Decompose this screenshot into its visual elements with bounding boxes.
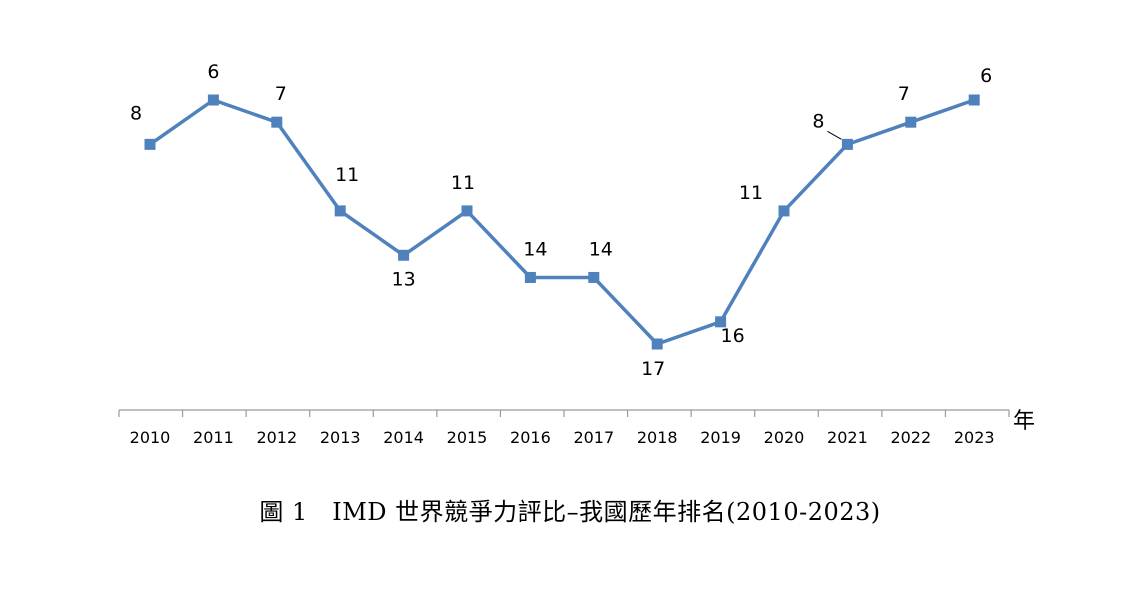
data-point-marker [968,94,980,106]
data-label: 11 [335,164,359,186]
data-label: 7 [898,83,910,105]
data-point-marker [334,205,346,217]
x-tick-label: 2016 [510,428,551,447]
data-point-marker [271,116,283,128]
series-line-group [148,98,975,346]
data-label: 11 [451,172,475,194]
data-label: 14 [523,238,547,260]
data-point-marker [715,316,727,328]
x-tick-label: 2017 [573,428,614,447]
data-point-marker [905,116,917,128]
data-label: 8 [812,110,824,132]
x-tick-label: 2012 [256,428,297,447]
x-tick-label: 2021 [827,428,868,447]
data-label: 11 [739,182,763,204]
figure-caption: 圖 1 IMD 世界競爭力評比–我國歷年排名(2010-2023) [259,498,881,526]
x-tick-label: 2011 [193,428,234,447]
chart-svg: 2010 2011 2012 2013 2014 2015 2016 2017 2018 2019… [118,61,1035,447]
x-axis: 2010 2011 2012 2013 2014 2015 2016 2017 2018 2019… [118,409,1010,447]
series-line [148,98,975,346]
x-tick-label: 2020 [764,428,805,447]
x-tick-label: 2019 [700,428,741,447]
x-tick-label: 2015 [447,428,488,447]
x-tick-label: 2018 [637,428,678,447]
data-label: 8 [130,102,142,124]
data-label-group: 8 6 7 11 13 11 14 14 17 16 11 8 7 6 [130,61,992,380]
data-point-marker [778,205,790,217]
data-label-leader-line [827,130,842,140]
line-chart: 2010 2011 2012 2013 2014 2015 2016 2017 2018 2019… [118,61,1035,447]
data-point-marker [588,271,600,283]
data-point-marker [651,338,663,350]
x-tick-label: 2014 [383,428,424,447]
data-point-marker [144,138,156,150]
x-axis-unit-label: 年 [1013,409,1035,434]
data-label: 6 [207,61,219,83]
data-point-marker [398,249,410,261]
data-point-marker [461,205,473,217]
data-point-marker [841,138,853,150]
data-point-marker [207,94,219,106]
data-point-marker [524,271,536,283]
series-marker-group [144,94,980,350]
data-label: 14 [589,238,613,260]
data-label: 13 [392,268,416,290]
data-label: 17 [641,358,665,380]
data-label: 16 [721,325,745,347]
x-tick-label: 2013 [320,428,361,447]
x-tick-label: 2010 [130,428,171,447]
data-label: 7 [275,83,287,105]
x-tick-label: 2023 [954,428,995,447]
x-tick-label: 2022 [890,428,931,447]
data-label: 6 [980,65,992,87]
